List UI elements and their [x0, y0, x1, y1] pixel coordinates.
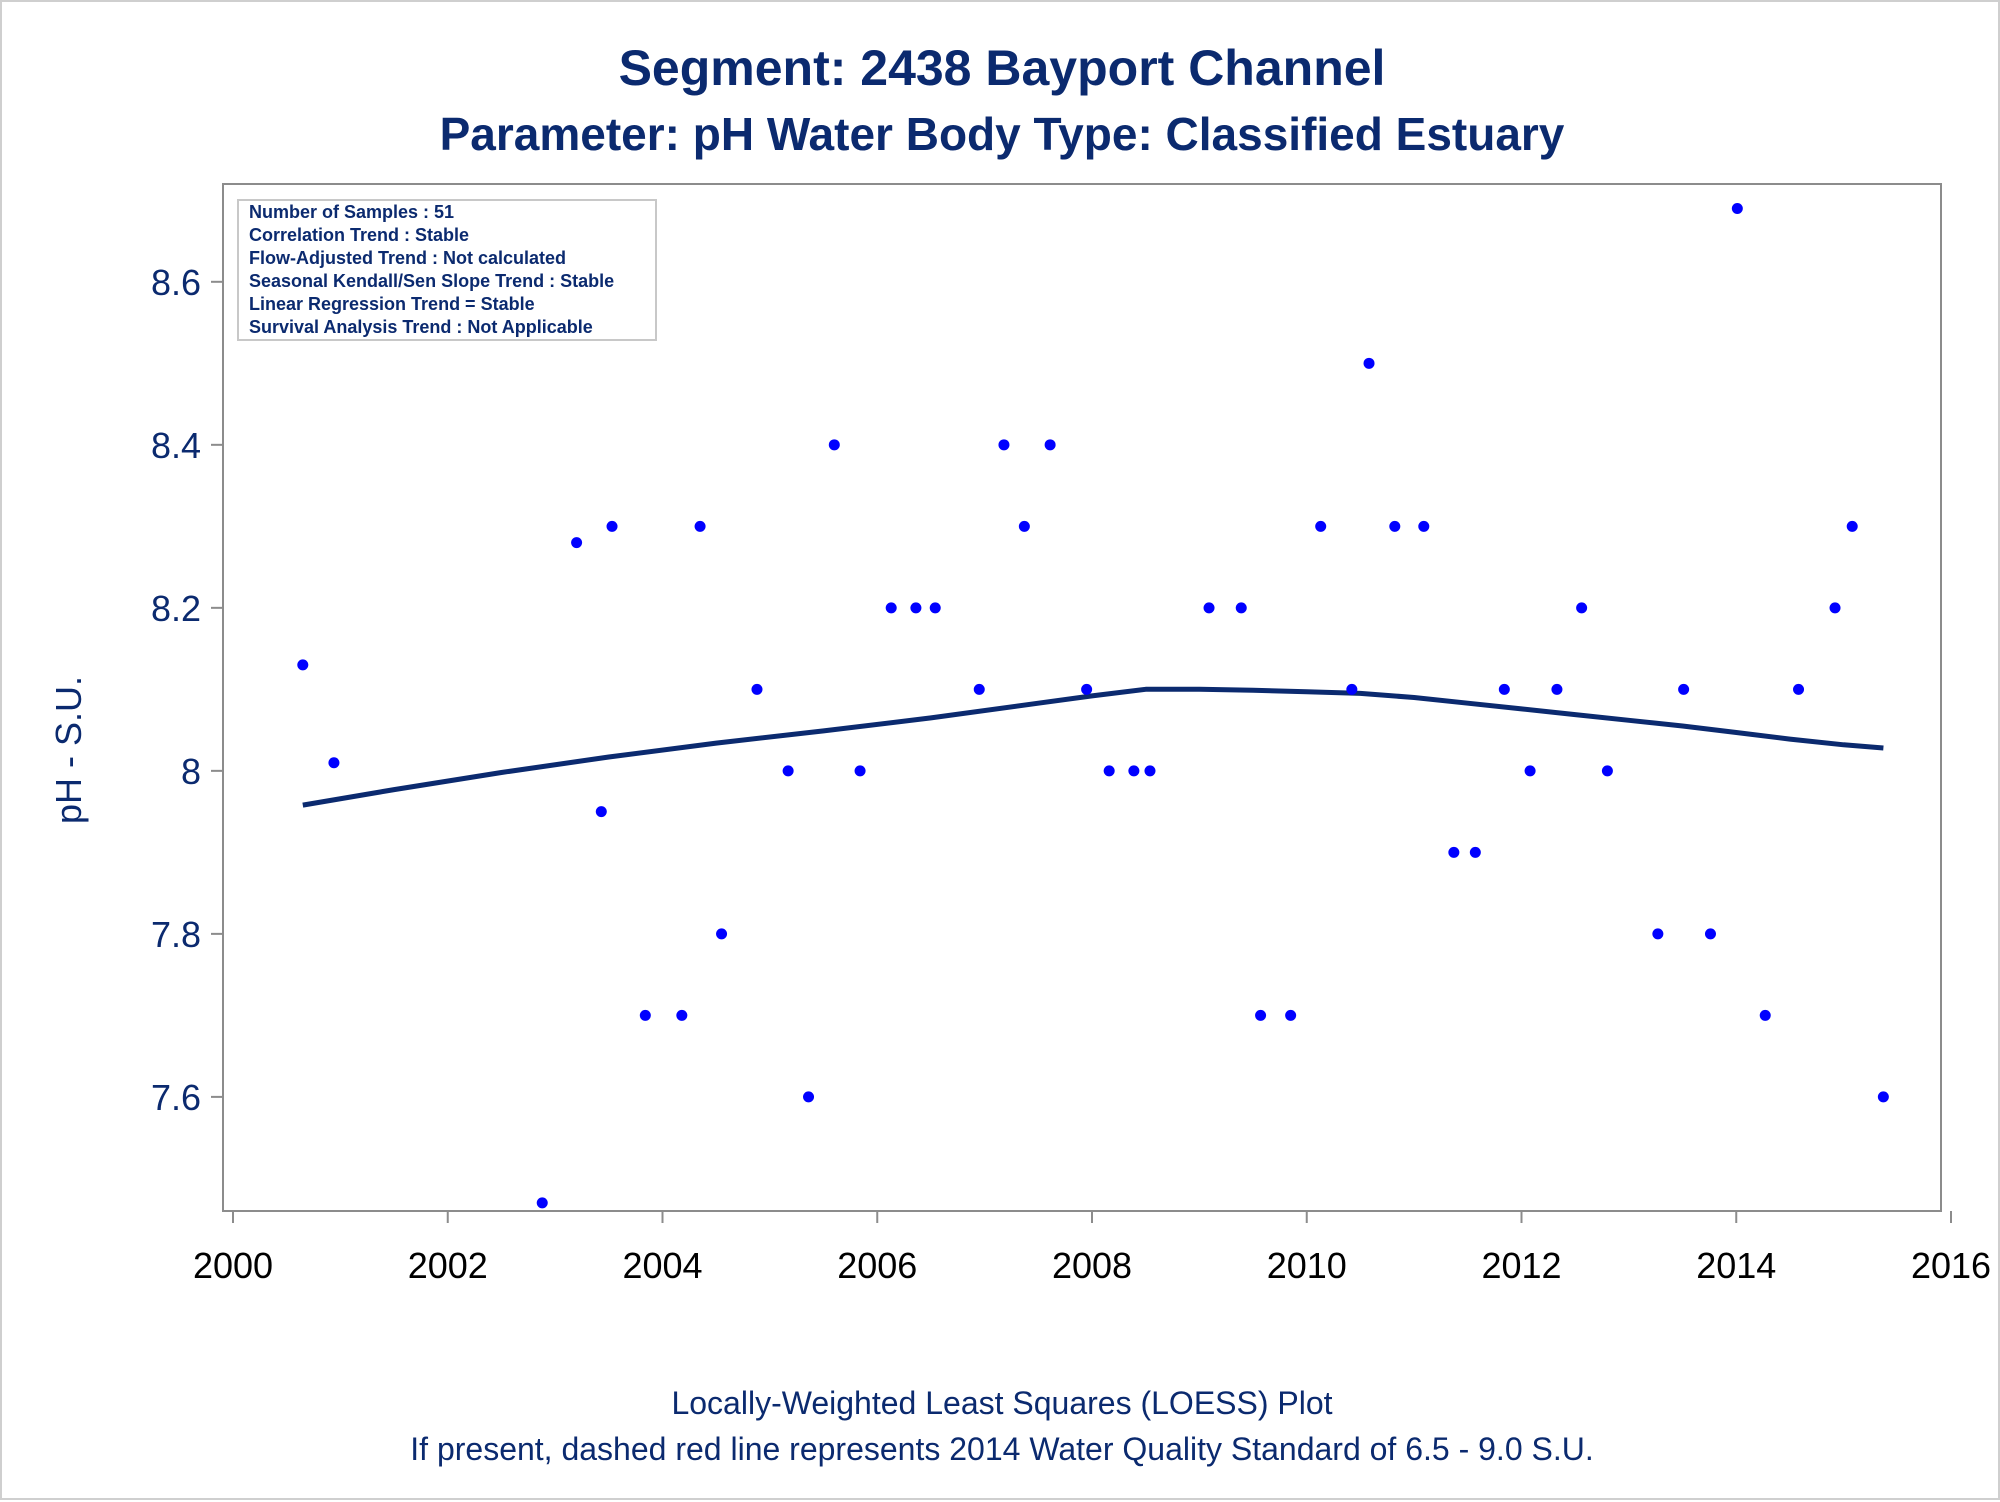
- data-point: [1652, 928, 1664, 940]
- plot-area: [222, 183, 1942, 1212]
- data-point: [676, 1009, 688, 1021]
- footnote-2: If present, dashed red line represents 2…: [410, 1431, 1593, 1467]
- stats-box: [237, 199, 657, 341]
- y-tick-label: 8: [181, 751, 201, 792]
- x-tick-label: 2014: [1696, 1245, 1776, 1286]
- data-point: [1829, 602, 1841, 614]
- data-point: [1469, 846, 1481, 858]
- chart-title: Segment: 2438 Bayport Channel: [619, 40, 1386, 96]
- data-point: [1498, 683, 1510, 695]
- x-tick-label: 2012: [1481, 1245, 1561, 1286]
- data-point: [595, 806, 607, 818]
- data-point: [973, 683, 985, 695]
- stats-line: Flow-Adjusted Trend : Not calculated: [249, 248, 566, 268]
- stats-line: Correlation Trend : Stable: [249, 225, 469, 245]
- data-point: [782, 765, 794, 777]
- data-point: [1144, 765, 1156, 777]
- y-tick-label: 8.2: [151, 588, 201, 629]
- y-tick-label: 8.4: [151, 425, 201, 466]
- data-point: [1551, 683, 1563, 695]
- data-point: [639, 1009, 651, 1021]
- data-point: [536, 1197, 548, 1209]
- data-point: [694, 520, 706, 532]
- data-point: [1255, 1009, 1267, 1021]
- data-point: [1877, 1091, 1889, 1103]
- stats-line: Seasonal Kendall/Sen Slope Trend : Stabl…: [249, 271, 614, 291]
- x-tick-label: 2000: [193, 1245, 273, 1286]
- x-tick-label: 2004: [622, 1245, 702, 1286]
- data-point: [716, 928, 728, 940]
- data-point: [1346, 683, 1358, 695]
- x-tick-label: 2008: [1052, 1245, 1132, 1286]
- data-point: [1524, 765, 1536, 777]
- x-tick-label: 2002: [408, 1245, 488, 1286]
- y-axis-label: pH - S.U.: [48, 676, 89, 824]
- x-tick-label: 2016: [1911, 1245, 1991, 1286]
- data-point: [828, 439, 840, 451]
- data-point: [929, 602, 941, 614]
- data-point: [1389, 520, 1401, 532]
- data-point: [885, 602, 897, 614]
- data-point: [1704, 928, 1716, 940]
- stats-box-lines: Number of Samples : 51 Correlation Trend …: [249, 202, 614, 337]
- data-point: [1601, 765, 1613, 777]
- data-point: [910, 602, 922, 614]
- data-point: [1448, 846, 1460, 858]
- data-point: [1103, 765, 1115, 777]
- data-point: [1678, 683, 1690, 695]
- y-tick-label: 7.8: [151, 914, 201, 955]
- loess-line: [302, 686, 1884, 808]
- data-point: [1731, 202, 1743, 214]
- chart-subtitle: Parameter: pH Water Body Type: Classifie…: [440, 108, 1565, 160]
- data-point: [1315, 520, 1327, 532]
- data-point: [1285, 1009, 1297, 1021]
- data-point: [1418, 520, 1430, 532]
- y-tick-label: 7.6: [151, 1077, 201, 1118]
- data-point: [1846, 520, 1858, 532]
- data-point: [751, 683, 763, 695]
- y-axis: 7.6 7.8 8 8.2 8.4 8.6: [151, 262, 223, 1118]
- data-point: [1363, 357, 1375, 369]
- data-point: [1128, 765, 1140, 777]
- data-point: [1203, 602, 1215, 614]
- data-point: [1081, 683, 1093, 695]
- data-point: [803, 1091, 815, 1103]
- footnote-1: Locally-Weighted Least Squares (LOESS) P…: [671, 1385, 1332, 1421]
- stats-line: Number of Samples : 51: [249, 202, 454, 222]
- data-point: [1793, 683, 1805, 695]
- data-point: [328, 757, 340, 769]
- data-point: [998, 439, 1010, 451]
- y-tick-label: 8.6: [151, 262, 201, 303]
- plot-marks: [297, 202, 1889, 1209]
- data-point: [571, 537, 583, 549]
- x-tick-label: 2006: [837, 1245, 917, 1286]
- x-axis: 2000 2002 2004 2006 2008 2010 2012 2014 2016: [193, 1211, 1991, 1286]
- data-point: [1759, 1009, 1771, 1021]
- x-tick-label: 2010: [1267, 1245, 1347, 1286]
- data-point: [606, 520, 618, 532]
- data-point: [1235, 602, 1247, 614]
- stats-line: Survival Analysis Trend : Not Applicable: [249, 317, 593, 337]
- data-point: [1576, 602, 1588, 614]
- data-point: [1044, 439, 1056, 451]
- data-point: [297, 659, 309, 671]
- data-point: [854, 765, 866, 777]
- stats-line: Linear Regression Trend = Stable: [249, 294, 535, 314]
- data-point: [1018, 520, 1030, 532]
